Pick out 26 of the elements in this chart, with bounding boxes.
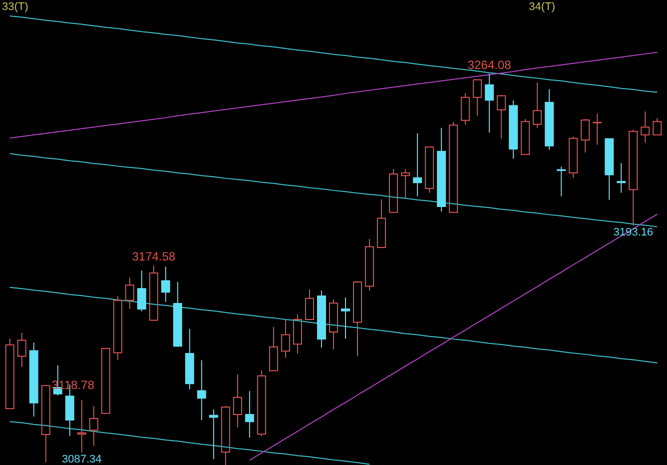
annotation: 3264.08 [468, 58, 512, 72]
candlestick [89, 405, 98, 446]
candlestick [209, 408, 218, 460]
candlestick [77, 400, 86, 453]
candlestick [197, 360, 206, 421]
candlestick [185, 328, 194, 390]
candlestick [484, 73, 494, 134]
candlestick [245, 390, 254, 438]
candlestick [436, 127, 446, 212]
candlestick [592, 113, 602, 146]
candlestick [640, 110, 650, 144]
candlestick [233, 374, 242, 428]
candlestick [125, 277, 134, 310]
candlestick [29, 342, 38, 417]
candlestick [293, 314, 302, 354]
candlestick [340, 297, 350, 340]
candlestick [508, 100, 518, 160]
candlestick [317, 290, 326, 348]
text: 33(T) [2, 1, 28, 13]
annotation: 3174.58 [132, 250, 176, 264]
candlestick [412, 132, 422, 197]
candlestick [281, 319, 290, 358]
text: 34(T) [528, 1, 556, 13]
annotation: 3087.34 [62, 453, 102, 465]
candlestick [616, 162, 626, 194]
candlestick [161, 266, 170, 302]
